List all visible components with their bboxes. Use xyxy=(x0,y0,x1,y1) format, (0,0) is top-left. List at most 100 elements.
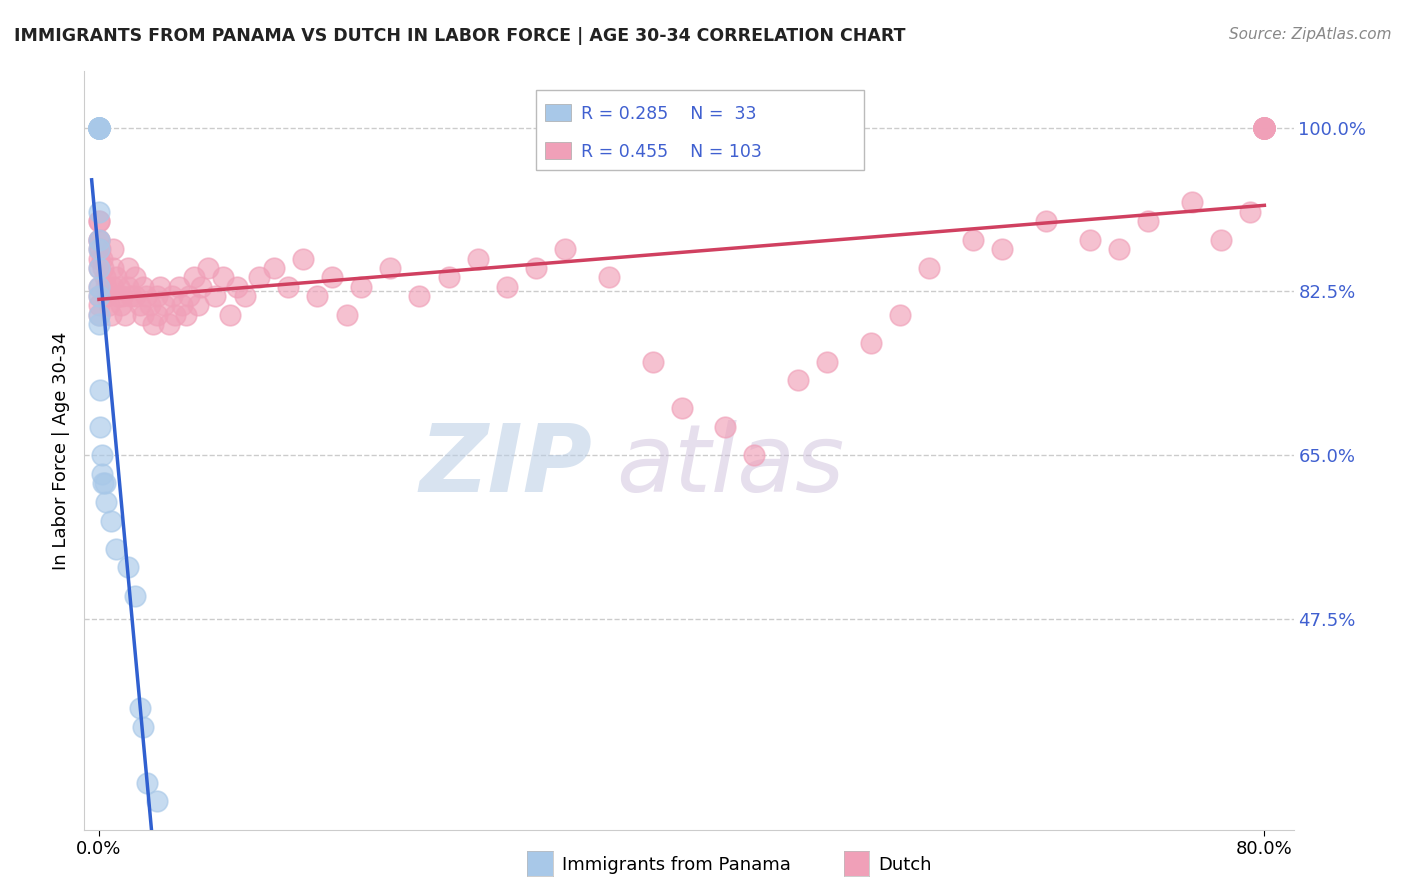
Point xyxy=(136,776,159,790)
Point xyxy=(142,317,165,331)
Point xyxy=(787,373,810,387)
Point xyxy=(153,298,176,312)
Point xyxy=(1253,120,1275,135)
Point xyxy=(1253,120,1275,135)
Text: IMMIGRANTS FROM PANAMA VS DUTCH IN LABOR FORCE | AGE 30-34 CORRELATION CHART: IMMIGRANTS FROM PANAMA VS DUTCH IN LABOR… xyxy=(14,27,905,45)
Y-axis label: In Labor Force | Age 30-34: In Labor Force | Age 30-34 xyxy=(52,331,70,570)
Point xyxy=(87,317,110,331)
Point xyxy=(1253,120,1275,135)
Point xyxy=(89,242,111,256)
Point xyxy=(87,120,110,135)
Point xyxy=(291,252,314,266)
Point xyxy=(89,420,111,434)
Point xyxy=(90,252,112,266)
Point xyxy=(117,279,139,293)
Point xyxy=(87,279,110,293)
Point xyxy=(91,476,114,491)
Text: Dutch: Dutch xyxy=(879,856,932,874)
Point xyxy=(87,233,110,247)
Point xyxy=(170,298,193,312)
Point xyxy=(598,270,620,285)
Point xyxy=(1253,120,1275,135)
Point xyxy=(149,279,172,293)
Point xyxy=(1035,214,1057,228)
Text: R = 0.285    N =  33: R = 0.285 N = 33 xyxy=(581,105,756,123)
Point xyxy=(103,260,125,275)
Point xyxy=(1253,120,1275,135)
Point xyxy=(437,270,460,285)
Point xyxy=(87,214,110,228)
Point xyxy=(146,795,169,809)
Point xyxy=(87,120,110,135)
Point xyxy=(380,260,402,275)
Point xyxy=(120,289,142,303)
Point xyxy=(87,214,110,228)
Point xyxy=(94,270,117,285)
Point xyxy=(495,279,517,293)
Point xyxy=(350,279,373,293)
Point xyxy=(87,308,110,322)
Point xyxy=(889,308,911,322)
Point xyxy=(105,270,128,285)
Point xyxy=(641,354,664,368)
Point xyxy=(87,252,110,266)
Point xyxy=(100,308,122,322)
Point xyxy=(190,279,212,293)
Point xyxy=(96,289,118,303)
Point xyxy=(128,298,150,312)
Point xyxy=(87,279,110,293)
Point xyxy=(1136,214,1159,228)
Point xyxy=(89,383,111,397)
Point xyxy=(277,279,299,293)
Point xyxy=(1239,204,1261,219)
Point xyxy=(991,242,1014,256)
Point xyxy=(131,308,153,322)
Point xyxy=(744,448,766,462)
Point xyxy=(87,298,110,312)
Point xyxy=(197,260,219,275)
Point xyxy=(336,308,359,322)
Point xyxy=(131,279,153,293)
Point xyxy=(204,289,226,303)
Point xyxy=(918,260,941,275)
Point xyxy=(131,720,153,734)
Point xyxy=(117,560,139,574)
Point xyxy=(233,289,256,303)
Point xyxy=(87,120,110,135)
Text: Immigrants from Panama: Immigrants from Panama xyxy=(562,856,792,874)
Point xyxy=(87,260,110,275)
Point xyxy=(139,298,162,312)
Point xyxy=(160,289,183,303)
Point xyxy=(226,279,249,293)
Bar xyxy=(544,103,571,120)
Point xyxy=(87,289,110,303)
Point xyxy=(91,260,114,275)
Point xyxy=(1253,120,1275,135)
FancyBboxPatch shape xyxy=(536,90,863,169)
Point xyxy=(94,476,117,491)
Point xyxy=(211,270,233,285)
Text: ZIP: ZIP xyxy=(419,419,592,512)
Point xyxy=(146,289,169,303)
Point xyxy=(90,467,112,481)
Point xyxy=(163,308,186,322)
Text: atlas: atlas xyxy=(616,420,845,511)
Text: R = 0.455    N = 103: R = 0.455 N = 103 xyxy=(581,143,762,161)
Point xyxy=(307,289,329,303)
Point xyxy=(135,289,157,303)
Point xyxy=(96,495,118,509)
Point xyxy=(98,298,121,312)
Point xyxy=(87,242,110,256)
Point xyxy=(167,279,190,293)
Point xyxy=(87,120,110,135)
Point xyxy=(87,120,110,135)
Point xyxy=(714,420,737,434)
Point xyxy=(157,317,180,331)
Point xyxy=(671,401,693,416)
Point xyxy=(554,242,576,256)
Point xyxy=(87,204,110,219)
Text: Source: ZipAtlas.com: Source: ZipAtlas.com xyxy=(1229,27,1392,42)
Point xyxy=(1253,120,1275,135)
Point xyxy=(1253,120,1275,135)
Point xyxy=(87,308,110,322)
